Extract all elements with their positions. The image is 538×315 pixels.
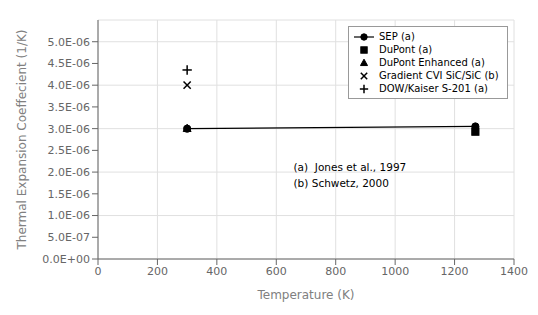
svg-text:1400: 1400 xyxy=(500,265,528,278)
svg-text:0: 0 xyxy=(95,265,102,278)
svg-text:Thermal Expansion Coeffecient: Thermal Expansion Coeffecient (1/K) xyxy=(15,30,29,251)
svg-text:4.0E-06: 4.0E-06 xyxy=(48,79,90,92)
svg-text:1000: 1000 xyxy=(381,265,409,278)
svg-text:800: 800 xyxy=(325,265,346,278)
html-text:DuPont (a): DuPont (a) xyxy=(379,44,433,55)
svg-text:600: 600 xyxy=(266,265,287,278)
svg-text:2.5E-06: 2.5E-06 xyxy=(48,144,90,157)
html-text:DuPont Enhanced (a): DuPont Enhanced (a) xyxy=(379,57,485,68)
svg-text:1.0E-06: 1.0E-06 xyxy=(48,209,90,222)
svg-text:3.5E-06: 3.5E-06 xyxy=(48,101,90,114)
svg-text:0.0E+00: 0.0E+00 xyxy=(42,253,90,266)
svg-text:5.0E-06: 5.0E-06 xyxy=(48,36,90,49)
html-text:(b) Schwetz, 2000: (b) Schwetz, 2000 xyxy=(293,176,389,189)
html-text:SEP (a): SEP (a) xyxy=(379,31,415,42)
html-text:DOW/Kaiser S-201 (a): DOW/Kaiser S-201 (a) xyxy=(379,83,488,94)
svg-text:2.0E-06: 2.0E-06 xyxy=(48,166,90,179)
svg-text:400: 400 xyxy=(206,265,227,278)
svg-text:200: 200 xyxy=(147,265,168,278)
svg-text:1200: 1200 xyxy=(441,265,469,278)
svg-text:5.0E-07: 5.0E-07 xyxy=(48,231,90,244)
svg-text:1.5E-06: 1.5E-06 xyxy=(48,188,90,201)
html-text:Gradient CVI SiC/SiC (b): Gradient CVI SiC/SiC (b) xyxy=(379,70,499,81)
svg-text:3.0E-06: 3.0E-06 xyxy=(48,123,90,136)
svg-text:Temperature (K): Temperature (K) xyxy=(256,288,354,302)
html-text:(a) Jones et al., 1997: (a) Jones et al., 1997 xyxy=(293,160,407,173)
svg-text:4.5E-06: 4.5E-06 xyxy=(48,57,90,70)
